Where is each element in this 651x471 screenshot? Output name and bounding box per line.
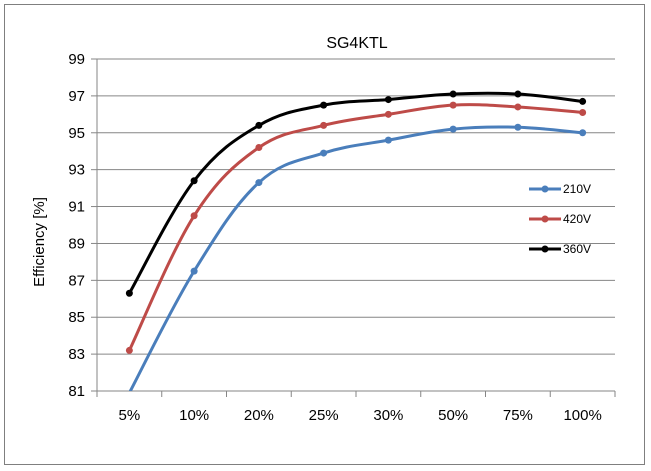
series-line bbox=[128, 103, 583, 352]
legend-label: 420V bbox=[563, 212, 591, 226]
series-420V bbox=[125, 101, 587, 354]
data-point bbox=[320, 149, 328, 157]
y-tick-label: 91 bbox=[68, 199, 85, 216]
data-point bbox=[190, 177, 198, 185]
data-point bbox=[384, 136, 392, 144]
data-point bbox=[320, 121, 328, 129]
y-tick-label: 97 bbox=[68, 88, 85, 105]
data-point bbox=[320, 101, 328, 109]
data-point bbox=[514, 103, 522, 111]
legend-label: 360V bbox=[563, 242, 591, 256]
legend-label: 210V bbox=[563, 182, 591, 196]
data-point bbox=[579, 97, 587, 105]
data-point bbox=[190, 267, 198, 275]
legend-marker bbox=[541, 215, 549, 223]
gridlines bbox=[97, 58, 615, 355]
legend: 210V 420V 360V bbox=[529, 182, 591, 256]
data-point bbox=[449, 101, 457, 109]
y-tick-label: 83 bbox=[68, 346, 85, 363]
x-tick-label: 20% bbox=[244, 407, 274, 424]
data-point bbox=[384, 96, 392, 104]
y-tick-label: 85 bbox=[68, 309, 85, 326]
y-tick-label: 81 bbox=[68, 383, 85, 400]
x-tick-label: 75% bbox=[503, 407, 533, 424]
y-tick-label: 93 bbox=[68, 162, 85, 179]
x-tick-label: 5% bbox=[119, 407, 141, 424]
legend-marker bbox=[541, 185, 549, 193]
chart-frame bbox=[4, 4, 645, 465]
data-point bbox=[255, 179, 263, 187]
data-point bbox=[255, 121, 263, 129]
data-point bbox=[579, 108, 587, 116]
legend-entry: 420V bbox=[529, 212, 591, 226]
series-line bbox=[128, 125, 583, 391]
data-point bbox=[255, 144, 263, 152]
series-360V bbox=[125, 90, 587, 297]
data-point bbox=[125, 346, 133, 354]
x-tick-label: 100% bbox=[563, 407, 601, 424]
data-point bbox=[514, 90, 522, 98]
y-tick-label: 87 bbox=[68, 272, 85, 289]
data-point bbox=[579, 129, 587, 137]
chart-title: SG4KTL bbox=[326, 35, 387, 52]
data-point bbox=[514, 123, 522, 131]
axes: 81 83 85 87 89 91 93 95 97 99 5% 10% 20% 25% 30% 50% 75%… bbox=[68, 51, 616, 424]
x-tick-label: 10% bbox=[179, 407, 209, 424]
y-tick-label: 95 bbox=[68, 125, 85, 142]
data-point bbox=[125, 289, 133, 297]
y-tick-label: 89 bbox=[68, 235, 85, 252]
legend-entry: 360V bbox=[529, 242, 591, 256]
series-210V bbox=[128, 123, 587, 391]
series-lines bbox=[125, 90, 587, 391]
legend-marker bbox=[541, 245, 549, 253]
legend-entry: 210V bbox=[529, 182, 591, 196]
data-point bbox=[384, 110, 392, 118]
data-point bbox=[449, 90, 457, 98]
data-point bbox=[190, 212, 198, 220]
x-tick-label: 30% bbox=[373, 407, 403, 424]
y-tick-label: 99 bbox=[68, 51, 85, 68]
data-point bbox=[449, 125, 457, 133]
x-tick-label: 50% bbox=[438, 407, 468, 424]
x-tick-label: 25% bbox=[309, 407, 339, 424]
y-axis-title: Efficiency [%] bbox=[31, 197, 48, 287]
